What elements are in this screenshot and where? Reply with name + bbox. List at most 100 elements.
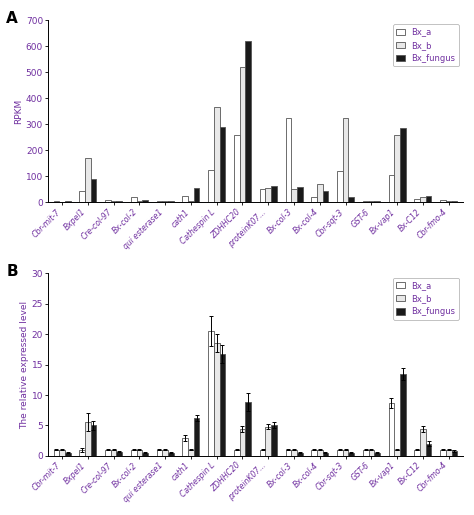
Bar [246, 41, 251, 202]
Bar [65, 201, 71, 202]
Bar [156, 450, 162, 456]
Bar [194, 188, 200, 202]
Bar [389, 175, 394, 202]
Bar [111, 201, 117, 202]
Legend: Bx_a, Bx_b, Bx_fungus: Bx_a, Bx_b, Bx_fungus [393, 24, 459, 66]
Bar [426, 443, 431, 456]
Bar [162, 450, 168, 456]
Bar [79, 191, 85, 202]
Bar [142, 200, 148, 202]
Bar [317, 184, 323, 202]
Bar [440, 450, 446, 456]
Bar [285, 118, 291, 202]
Y-axis label: The relative expressed level: The relative expressed level [20, 301, 29, 428]
Text: A: A [6, 11, 18, 26]
Bar [117, 201, 122, 202]
Bar [297, 187, 302, 202]
Bar [374, 453, 380, 456]
Bar [414, 199, 420, 202]
Bar [214, 108, 219, 202]
Bar [400, 128, 406, 202]
Bar [440, 200, 446, 202]
Bar [374, 201, 380, 202]
Bar [131, 197, 137, 202]
Bar [337, 450, 343, 456]
Bar [182, 438, 188, 456]
Bar [363, 450, 369, 456]
Bar [348, 197, 354, 202]
Bar [234, 135, 240, 202]
Bar [260, 190, 265, 202]
Y-axis label: RPKM: RPKM [14, 99, 23, 124]
Bar [91, 425, 96, 456]
Bar [394, 135, 400, 202]
Bar [291, 450, 297, 456]
Bar [105, 450, 111, 456]
Bar [426, 196, 431, 202]
Bar [54, 201, 59, 202]
Bar [323, 453, 328, 456]
Bar [156, 201, 162, 202]
Bar [79, 450, 85, 456]
Bar [188, 450, 194, 456]
Bar [214, 344, 219, 456]
Bar [369, 450, 374, 456]
Bar [317, 450, 323, 456]
Bar [452, 451, 457, 456]
Bar [162, 201, 168, 202]
Bar [246, 402, 251, 456]
Bar [311, 197, 317, 202]
Bar [240, 67, 246, 202]
Bar [240, 429, 246, 456]
Bar [348, 453, 354, 456]
Bar [168, 453, 173, 456]
Bar [91, 179, 96, 202]
Bar [420, 429, 426, 456]
Bar [271, 425, 277, 456]
Bar [394, 450, 400, 456]
Bar [285, 450, 291, 456]
Bar [194, 418, 200, 456]
Bar [323, 191, 328, 202]
Bar [265, 188, 271, 202]
Bar [297, 453, 302, 456]
Bar [271, 185, 277, 202]
Bar [363, 201, 369, 202]
Bar [337, 171, 343, 202]
Bar [85, 158, 91, 202]
Bar [131, 450, 137, 456]
Bar [234, 450, 240, 456]
Legend: Bx_a, Bx_b, Bx_fungus: Bx_a, Bx_b, Bx_fungus [393, 278, 459, 320]
Bar [111, 450, 117, 456]
Text: B: B [6, 264, 18, 279]
Bar [137, 201, 142, 202]
Bar [105, 200, 111, 202]
Bar [219, 354, 225, 456]
Bar [420, 197, 426, 202]
Bar [311, 450, 317, 456]
Bar [137, 450, 142, 456]
Bar [182, 196, 188, 202]
Bar [59, 450, 65, 456]
Bar [446, 450, 452, 456]
Bar [414, 450, 420, 456]
Bar [117, 452, 122, 456]
Bar [291, 190, 297, 202]
Bar [343, 118, 348, 202]
Bar [188, 201, 194, 202]
Bar [65, 453, 71, 456]
Bar [389, 403, 394, 456]
Bar [219, 127, 225, 202]
Bar [452, 201, 457, 202]
Bar [446, 201, 452, 202]
Bar [142, 453, 148, 456]
Bar [343, 450, 348, 456]
Bar [369, 201, 374, 202]
Bar [54, 450, 59, 456]
Bar [208, 331, 214, 456]
Bar [168, 201, 173, 202]
Bar [400, 374, 406, 456]
Bar [260, 450, 265, 456]
Bar [85, 422, 91, 456]
Bar [208, 170, 214, 202]
